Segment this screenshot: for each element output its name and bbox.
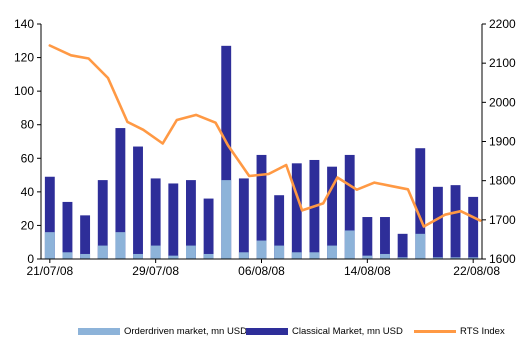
left-tick-label: 20 <box>21 218 35 232</box>
bar-classical <box>80 215 91 259</box>
bar-orderdriven <box>309 252 320 259</box>
legend-label-classical: Classical Market, mn USD <box>292 326 403 337</box>
legend-swatch-classical <box>246 328 288 335</box>
bar-orderdriven <box>327 245 337 259</box>
left-axis-ticks: 0 20 40 60 80 100 120 140 <box>14 17 41 266</box>
bar-orderdriven <box>291 252 302 259</box>
bar-orderdriven <box>256 240 267 259</box>
right-tick-label: 1700 <box>489 213 516 227</box>
left-tick-label: 0 <box>27 252 34 266</box>
legend-item-orderdriven: Orderdriven market, mn USD <box>78 326 247 337</box>
left-tick-label: 140 <box>14 17 34 31</box>
bar-classical <box>309 159 320 259</box>
right-axis-ticks: 1600 1700 1800 1900 2000 2100 2200 <box>482 17 516 266</box>
right-tick-label: 1800 <box>489 174 516 188</box>
bar-classical <box>62 201 73 259</box>
legend-label-orderdriven: Orderdriven market, mn USD <box>124 326 248 337</box>
bar-classical <box>97 180 108 259</box>
bar-orderdriven <box>133 253 143 259</box>
left-tick-label: 80 <box>21 118 35 132</box>
bar-classical <box>432 186 443 259</box>
legend-swatch-orderdriven <box>78 328 120 335</box>
bar-orderdriven <box>186 245 196 259</box>
bar-orderdriven <box>344 230 355 259</box>
x-tick-label: 06/08/08 <box>238 264 285 278</box>
left-tick-label: 120 <box>14 51 34 65</box>
bar-orderdriven <box>44 232 55 259</box>
bar-classical <box>238 178 249 259</box>
bar-orderdriven <box>238 252 249 259</box>
right-tick-label: 2100 <box>489 56 516 70</box>
orderdriven-market-bars <box>44 180 479 259</box>
bar-orderdriven <box>468 257 479 259</box>
bar-orderdriven <box>415 233 426 259</box>
rts-index-line <box>48 44 482 228</box>
bar-classical <box>362 217 373 259</box>
bar-classical <box>450 185 461 259</box>
bar-classical <box>115 128 126 259</box>
x-axis-ticks: 21/07/08 29/07/08 06/08/08 14/08/08 22/08/08 <box>26 259 500 278</box>
legend-item-classical: Classical Market, mn USD <box>246 326 403 337</box>
bar-orderdriven <box>432 257 443 259</box>
left-tick-label: 40 <box>21 185 35 199</box>
bar-classical <box>380 217 390 259</box>
bar-classical <box>44 176 55 259</box>
bar-orderdriven <box>115 232 126 259</box>
bar-classical <box>150 178 161 259</box>
bar-orderdriven <box>397 257 408 259</box>
classical-market-bars <box>44 45 479 260</box>
rts-index-line-layer <box>48 44 482 228</box>
bar-classical <box>397 233 408 259</box>
right-tick-label: 1900 <box>489 135 516 149</box>
bar-orderdriven <box>362 255 373 259</box>
x-tick-label: 22/08/08 <box>453 264 500 278</box>
legend-label-rts: RTS Index <box>460 326 505 337</box>
bar-classical <box>344 154 355 259</box>
bar-classical <box>327 166 337 259</box>
x-tick-label: 14/08/08 <box>344 264 391 278</box>
chart: 0 20 40 60 80 100 120 140 1600 1700 1800 1900 2000 2… <box>14 17 516 278</box>
bar-classical <box>468 196 479 259</box>
bar-orderdriven <box>450 257 461 259</box>
bar-orderdriven <box>150 245 161 259</box>
bar-classical <box>133 146 143 259</box>
legend: Orderdriven market, mn USD Classical Mar… <box>0 326 522 346</box>
bar-classical <box>291 163 302 259</box>
legend-swatch-rts <box>414 330 456 333</box>
bar-classical <box>415 148 426 259</box>
x-tick-label: 29/07/08 <box>132 264 179 278</box>
left-tick-label: 100 <box>14 84 34 98</box>
right-tick-label: 1600 <box>489 252 516 266</box>
bar-orderdriven <box>274 245 285 259</box>
bar-classical <box>221 45 232 260</box>
bar-orderdriven <box>62 252 73 259</box>
bar-orderdriven <box>168 255 179 259</box>
legend-item-rts: RTS Index <box>414 326 505 337</box>
bar-classical <box>168 183 179 259</box>
bar-orderdriven <box>221 180 232 259</box>
bar-classical <box>274 195 285 259</box>
bar-classical <box>256 154 267 259</box>
bar-orderdriven <box>380 253 390 259</box>
bar-orderdriven <box>80 253 91 259</box>
bar-classical <box>203 198 214 259</box>
x-tick-label: 21/07/08 <box>26 264 73 278</box>
bar-orderdriven <box>203 253 214 259</box>
bar-orderdriven <box>97 245 108 259</box>
bar-classical <box>186 180 196 259</box>
left-tick-label: 60 <box>21 151 35 165</box>
right-tick-label: 2200 <box>489 17 516 31</box>
right-tick-label: 2000 <box>489 95 516 109</box>
